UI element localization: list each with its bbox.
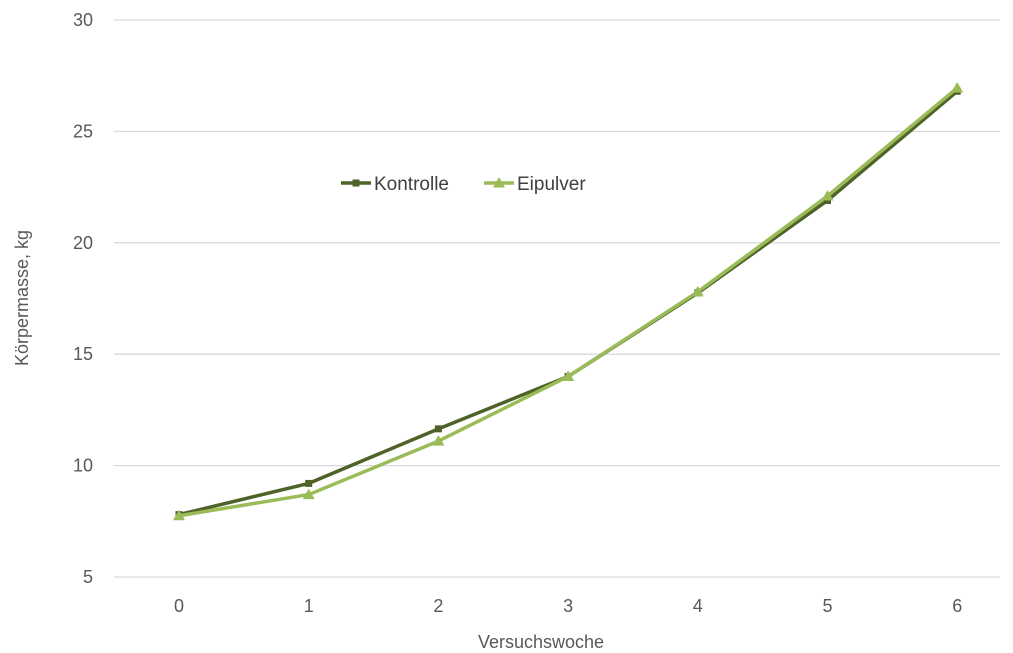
x-tick-label-5: 5 [822,596,832,616]
data-point-kontrolle-2 [434,425,442,433]
legend-item-kontrolle: Kontrolle [341,174,449,195]
data-point-eipulver-1 [302,488,315,500]
y-axis-title: Körpermasse, kg [12,230,32,366]
x-tick-label-0: 0 [174,596,184,616]
y-tick-label-25: 25 [73,121,93,141]
x-tick-label-4: 4 [693,596,703,616]
data-point-eipulver-4 [691,285,704,297]
y-tick-label-20: 20 [73,233,93,253]
data-point-eipulver-3 [562,370,575,381]
legend-item-eipulver: Eipulver [484,174,586,195]
legend-label-eipulver: Eipulver [517,174,586,195]
data-point-eipulver-6 [951,81,964,93]
x-tick-label-1: 1 [304,596,314,616]
grid-layer [114,19,1000,578]
series-line-kontrolle [177,89,959,517]
y-tick-label-10: 10 [73,456,93,476]
y-tick-label-30: 30 [73,10,93,30]
series-eipulver [173,81,964,521]
legend-label-kontrolle: Kontrolle [374,174,449,195]
legend-marker-eipulver [493,177,505,188]
y-axis-ticks: 5 10 15 20 25 30 [73,10,93,587]
data-point-eipulver-2 [432,435,445,446]
data-point-eipulver-0 [173,509,185,521]
series-layer [173,81,964,521]
series-kontrolle [175,87,961,519]
data-point-kontrolle-1 [305,479,313,487]
x-tick-label-3: 3 [563,596,573,616]
x-axis-ticks: 0 1 2 3 4 5 6 [174,596,962,616]
legend-marker-kontrolle [352,179,360,187]
series-line-eipulver [177,86,959,518]
legend: Kontrolle Eipulver [341,174,586,195]
x-axis-title: Versuchswoche [478,632,604,652]
data-point-eipulver-5 [821,190,834,201]
y-tick-label-15: 15 [73,344,93,364]
x-tick-label-6: 6 [952,596,962,616]
y-tick-label-5: 5 [83,567,93,587]
x-tick-label-2: 2 [433,596,443,616]
